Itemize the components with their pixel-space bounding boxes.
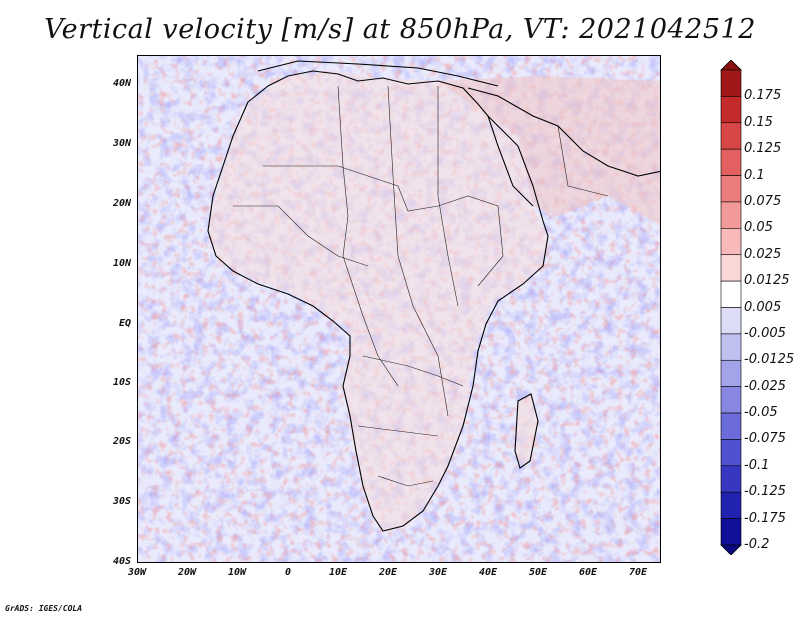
lat-tick-label: 40S bbox=[112, 556, 131, 567]
colorbar-segment bbox=[720, 465, 742, 493]
lon-tick-label: 10W bbox=[227, 567, 247, 578]
border-line bbox=[357, 425, 439, 437]
colorbar-tick-label: 0.1 bbox=[744, 167, 765, 183]
lon-tick-label: 20E bbox=[378, 567, 398, 578]
africa-coastline bbox=[207, 70, 549, 532]
border-line bbox=[233, 205, 369, 267]
colorbar-tick-label: 0.05 bbox=[744, 220, 773, 236]
lat-tick-label: 30S bbox=[112, 496, 131, 507]
lat-tick-label: 40N bbox=[112, 78, 131, 89]
lat-tick-label: 20N bbox=[112, 198, 131, 209]
arabia-coastline bbox=[467, 87, 660, 177]
country-borders bbox=[233, 85, 609, 487]
mediterranean-coastline bbox=[257, 60, 499, 87]
colorbar-bottom-arrow bbox=[720, 544, 742, 555]
colorbar-segment bbox=[720, 439, 742, 467]
colorbar-segment bbox=[720, 491, 742, 519]
colorbar-tick-label: -0.075 bbox=[744, 431, 786, 447]
colorbar-segment bbox=[720, 69, 742, 97]
lon-tick-label: 30E bbox=[428, 567, 448, 578]
arabia-asia-land bbox=[438, 76, 660, 225]
lon-tick-label: 50E bbox=[528, 567, 548, 578]
colorbar-tick-label: 0.025 bbox=[744, 246, 782, 262]
colorbar-segment bbox=[720, 307, 742, 335]
africa-land bbox=[208, 71, 548, 531]
colorbar-segment bbox=[720, 175, 742, 203]
colorbar-tick-label: -0.2 bbox=[744, 537, 770, 552]
lat-tick-label: 10N bbox=[112, 258, 131, 269]
border-line bbox=[337, 85, 399, 387]
colorbar-segment bbox=[720, 412, 742, 440]
colorbar-tick-label: 0.125 bbox=[744, 141, 782, 157]
lon-tick-label: 70E bbox=[628, 567, 648, 578]
colorbar-segment bbox=[720, 122, 742, 150]
colorbar-tick-label: 0.0125 bbox=[744, 273, 790, 289]
lon-tick-label: 10E bbox=[328, 567, 348, 578]
vertical-velocity-map bbox=[138, 56, 660, 562]
colorbar-tick-label: -0.05 bbox=[744, 405, 778, 421]
colorbar-tick-label: 0.075 bbox=[744, 193, 782, 209]
madagascar-coastline bbox=[514, 393, 539, 469]
map-panel[interactable] bbox=[137, 55, 661, 563]
madagascar-land bbox=[516, 396, 538, 468]
colorbar-segment bbox=[720, 280, 742, 308]
border-line bbox=[263, 165, 504, 287]
colorbar-tick-label: -0.1 bbox=[744, 457, 770, 473]
colorbar-tick-label: 0.175 bbox=[744, 88, 782, 104]
lat-tick-label: 10S bbox=[112, 377, 131, 388]
lat-tick-label: 20S bbox=[112, 436, 131, 447]
border-line bbox=[557, 125, 609, 197]
border-line bbox=[362, 355, 464, 387]
lon-tick-label: 60E bbox=[578, 567, 598, 578]
lon-tick-label: 40E bbox=[478, 567, 498, 578]
colorbar-top-arrow bbox=[720, 60, 742, 71]
lat-tick-label: EQ bbox=[118, 318, 131, 329]
colorbar-segment bbox=[720, 228, 742, 256]
colorbar-tick-label: -0.125 bbox=[744, 484, 786, 500]
border-line bbox=[387, 85, 449, 417]
colorbar bbox=[720, 60, 742, 555]
colorbar-segment bbox=[720, 96, 742, 124]
credit-text: GrADS: IGES/COLA bbox=[5, 604, 83, 613]
colorbar-segment bbox=[720, 359, 742, 387]
border-line bbox=[437, 86, 459, 307]
land-shading bbox=[208, 71, 660, 531]
colorbar-tick-label: 0.005 bbox=[744, 299, 782, 315]
colorbar-segment bbox=[720, 386, 742, 414]
colorbar-segment bbox=[720, 148, 742, 176]
lon-tick-label: 30W bbox=[127, 567, 147, 578]
colorbar-tick-label: -0.025 bbox=[744, 378, 786, 394]
colorbar-segment bbox=[720, 333, 742, 361]
colorbar-segment bbox=[720, 254, 742, 282]
colorbar-tick-label: -0.0125 bbox=[744, 352, 795, 368]
colorbar-tick-label: 0.15 bbox=[744, 114, 773, 130]
lat-tick-label: 30N bbox=[112, 138, 131, 149]
chart-title: Vertical velocity [m/s] at 850hPa, VT: 2… bbox=[44, 14, 756, 45]
colorbar-segment bbox=[720, 201, 742, 229]
lon-tick-label: 0 bbox=[284, 567, 292, 578]
coastlines bbox=[207, 60, 660, 532]
colorbar-tick-label: -0.175 bbox=[744, 510, 786, 526]
red-sea-coastline bbox=[487, 115, 534, 207]
lon-tick-label: 20W bbox=[177, 567, 197, 578]
colorbar-tick-label: -0.005 bbox=[744, 325, 786, 341]
border-line bbox=[377, 475, 434, 487]
colorbar-segment bbox=[720, 518, 742, 546]
